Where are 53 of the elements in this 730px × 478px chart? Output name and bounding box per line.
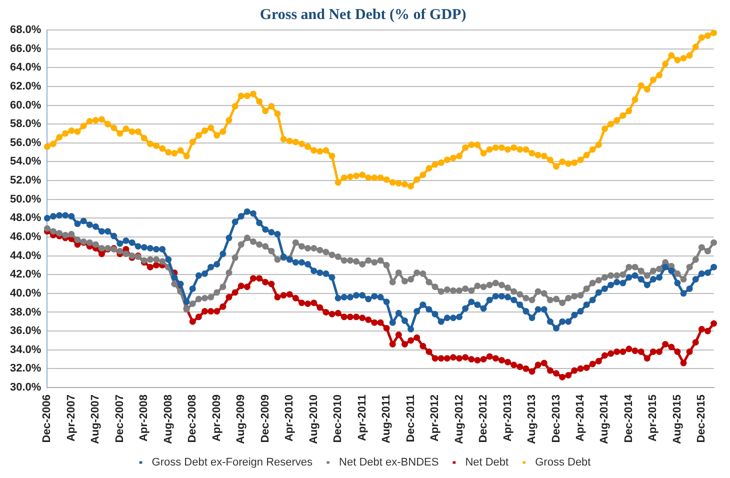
y-tick-label: 30.0% bbox=[10, 382, 42, 394]
x-tick-label: Dec-2014 bbox=[622, 394, 635, 443]
y-tick-label: 56.0% bbox=[10, 136, 42, 149]
legend-label: Net Debt ex-BNDES bbox=[339, 456, 439, 469]
x-tick-label: Apr-2015 bbox=[647, 394, 660, 442]
y-tick-label: 50.0% bbox=[10, 193, 42, 206]
legend-label: Gross Debt ex-Foreign Reserves bbox=[152, 456, 314, 469]
x-tick-label: Dec-2012 bbox=[478, 394, 490, 443]
x-tick-label: Apr-2013 bbox=[502, 394, 514, 442]
x-tick-label: Apr-2014 bbox=[574, 394, 587, 442]
x-tick-label: Dec-2015 bbox=[696, 394, 708, 443]
x-tick-label: Aug-2011 bbox=[380, 394, 393, 444]
y-tick-label: 64.0% bbox=[10, 62, 42, 74]
x-tick-label: Dec-2010 bbox=[332, 394, 344, 443]
legend-label: Net Debt bbox=[465, 456, 509, 469]
y-tick-label: 62.0% bbox=[10, 80, 42, 92]
x-tick-label: Aug-2008 bbox=[162, 394, 174, 444]
x-tick-label: Apr-2011 bbox=[356, 394, 368, 441]
y-tick-label: 66.0% bbox=[10, 42, 42, 55]
y-tick-label: 52.0% bbox=[10, 174, 42, 187]
y-tick-label: 46.0% bbox=[10, 230, 42, 243]
y-tick-label: 34.0% bbox=[10, 344, 42, 356]
x-tick-label: Apr-2008 bbox=[138, 394, 150, 442]
y-tick-label: 54.0% bbox=[10, 156, 42, 168]
legend-label: Gross Debt bbox=[535, 456, 591, 469]
y-tick-label: 60.0% bbox=[10, 99, 42, 112]
x-tick-label: Aug-2012 bbox=[453, 394, 466, 444]
x-tick-label: Dec-2009 bbox=[259, 394, 272, 443]
x-tick-label: Aug-2009 bbox=[235, 394, 248, 444]
x-tick-label: Aug-2007 bbox=[90, 394, 102, 444]
y-tick-label: 40.0% bbox=[10, 287, 42, 300]
chart-title: Gross and Net Debt (% of GDP) bbox=[260, 6, 466, 23]
x-tick-label: Apr-2012 bbox=[429, 394, 442, 442]
x-tick-label: Aug-2014 bbox=[598, 394, 611, 444]
x-tick-label: Dec-2007 bbox=[114, 394, 126, 443]
x-tick-label: Dec-2006 bbox=[41, 394, 54, 443]
y-tick-label: 68.0% bbox=[10, 24, 42, 36]
y-tick-label: 44.0% bbox=[10, 250, 42, 262]
x-tick-label: Apr-2010 bbox=[284, 394, 296, 442]
x-tick-label: Apr-2007 bbox=[65, 394, 78, 442]
y-tick-label: 48.0% bbox=[10, 212, 42, 224]
y-tick-label: 58.0% bbox=[10, 118, 42, 130]
x-tick-label: Apr-2009 bbox=[210, 394, 223, 442]
y-tick-label: 32.0% bbox=[10, 362, 42, 375]
x-tick-label: Aug-2015 bbox=[671, 394, 684, 444]
x-tick-label: Aug-2013 bbox=[526, 394, 538, 444]
y-tick-label: 36.0% bbox=[10, 325, 42, 338]
x-tick-label: Aug-2010 bbox=[308, 394, 320, 444]
y-tick-label: 42.0% bbox=[10, 268, 42, 281]
y-tick-label: 38.0% bbox=[10, 306, 42, 318]
x-tick-label: Dec-2008 bbox=[186, 394, 199, 443]
x-tick-label: Dec-2013 bbox=[550, 394, 562, 443]
x-tick-label: Dec-2011 bbox=[404, 394, 417, 442]
